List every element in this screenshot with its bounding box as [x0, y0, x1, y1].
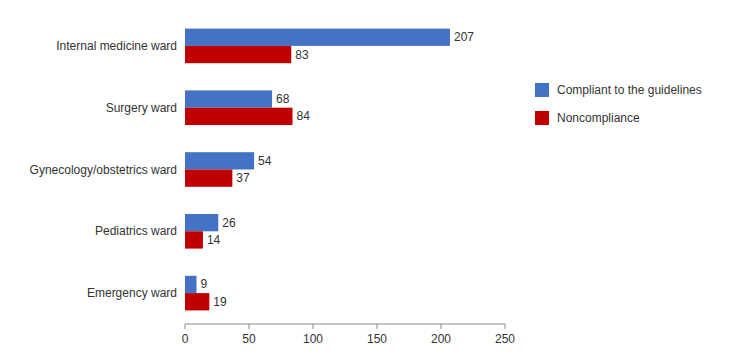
chart-container: 207 68 54 26 9 83 84 37 14 19 0 50 100 150 200 250 Inter… — [0, 0, 750, 364]
x-tick-label: 0 — [182, 332, 189, 346]
x-tick-label: 50 — [242, 332, 256, 346]
data-label: 83 — [295, 48, 309, 62]
data-label: 9 — [201, 277, 208, 291]
y-tick-label: Pediatrics ward — [95, 224, 177, 238]
x-tick-label: 150 — [367, 332, 387, 346]
legend-label: Compliant to the guidelines — [557, 83, 702, 97]
data-label: 19 — [213, 295, 227, 309]
x-tick — [185, 324, 186, 329]
bar — [185, 231, 203, 248]
legend-swatch — [535, 111, 549, 125]
y-tick-label: Internal medicine ward — [56, 39, 177, 53]
data-label: 68 — [276, 92, 290, 106]
bar — [185, 214, 218, 231]
data-label: 84 — [297, 109, 311, 123]
data-label: 37 — [236, 171, 250, 185]
y-tick-label: Emergency ward — [87, 286, 177, 300]
data-label: 54 — [258, 154, 272, 168]
data-label: 26 — [222, 216, 236, 230]
bars — [185, 29, 450, 311]
x-tick-label: 250 — [495, 332, 515, 346]
x-tick — [249, 324, 250, 329]
x-axis-line — [185, 324, 505, 325]
bar — [185, 108, 293, 125]
x-tick — [377, 324, 378, 329]
data-label: 14 — [207, 233, 221, 247]
data-label: 207 — [454, 30, 474, 44]
legend-label: Noncompliance — [557, 111, 640, 125]
x-tick — [313, 324, 314, 329]
y-tick-label: Gynecology/obstetrics ward — [30, 163, 177, 177]
y-axis: Internal medicine ward Surgery ward Gyneco… — [30, 39, 177, 300]
bar — [185, 293, 209, 310]
bar — [185, 170, 232, 187]
x-axis: 0 50 100 150 200 250 — [182, 324, 516, 346]
x-tick-label: 200 — [431, 332, 451, 346]
bar — [185, 276, 197, 293]
data-labels: 207 68 54 26 9 83 84 37 14 19 — [201, 30, 475, 309]
chart-svg: 207 68 54 26 9 83 84 37 14 19 0 50 100 150 200 250 Inter… — [0, 0, 750, 364]
x-tick — [441, 324, 442, 329]
bar — [185, 152, 254, 169]
x-tick-label: 100 — [303, 332, 323, 346]
bar — [185, 46, 291, 63]
y-tick-label: Surgery ward — [106, 101, 177, 115]
x-tick — [505, 324, 506, 329]
bar — [185, 90, 272, 107]
legend-swatch — [535, 83, 549, 97]
bar — [185, 29, 450, 46]
legend: Compliant to the guidelines Noncompliance — [535, 83, 702, 125]
